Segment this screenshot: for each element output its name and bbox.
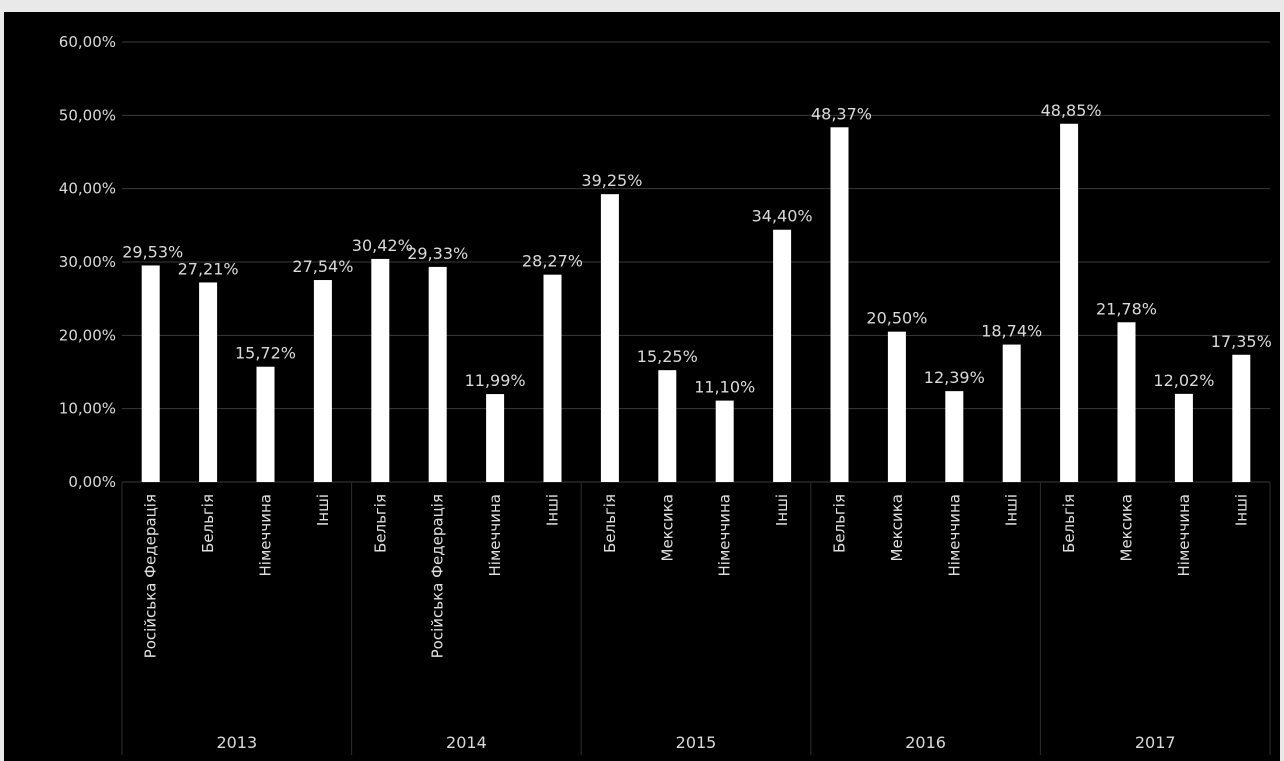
data-label: 20,50%: [866, 309, 927, 328]
data-label: 48,37%: [811, 104, 872, 123]
data-label: 27,54%: [292, 257, 353, 276]
y-tick-label: 10,00%: [59, 400, 116, 418]
data-label: 34,40%: [752, 207, 813, 226]
category-label: Німеччина: [486, 494, 504, 576]
data-label: 17,35%: [1211, 332, 1272, 351]
year-label: 2017: [1135, 733, 1176, 752]
bar: [199, 282, 218, 482]
y-tick-label: 0,00%: [68, 473, 116, 491]
category-label: Мексика: [1118, 494, 1136, 561]
y-tick-label: 30,00%: [59, 253, 116, 271]
year-label: 2014: [446, 733, 487, 752]
bar: [141, 265, 160, 482]
bar: [543, 274, 562, 482]
bar: [830, 127, 849, 482]
data-label: 12,02%: [1153, 371, 1214, 390]
bar: [1117, 322, 1136, 482]
y-tick-label: 20,00%: [59, 326, 116, 344]
data-label: 11,10%: [694, 378, 755, 397]
data-label: 11,99%: [465, 371, 526, 390]
bar: [1174, 393, 1193, 482]
category-label: Російська Федерація: [429, 494, 447, 658]
y-tick-label: 60,00%: [59, 33, 116, 51]
bar: [773, 229, 792, 482]
bar: [1002, 344, 1021, 482]
data-label: 39,25%: [581, 171, 642, 190]
category-label: Інші: [314, 494, 332, 526]
category-label: Інші: [1003, 494, 1021, 526]
category-label: Німеччина: [716, 494, 734, 576]
y-tick-label: 40,00%: [59, 180, 116, 198]
data-label: 15,25%: [637, 347, 698, 366]
category-label: Бельгія: [371, 494, 389, 553]
category-label: Мексика: [888, 494, 906, 561]
data-label: 48,85%: [1041, 101, 1102, 120]
bar: [1060, 123, 1079, 483]
category-label: Бельгія: [199, 494, 217, 553]
category-label: Бельгія: [1060, 494, 1078, 553]
category-label: Бельгія: [601, 494, 619, 553]
chart-area: 0,00% 10,00% 20,00% 30,00% 40,00% 50,00% 60,00…: [4, 12, 1280, 761]
bar: [715, 400, 734, 482]
data-label: 18,74%: [981, 322, 1042, 341]
category-label: Бельгія: [831, 494, 849, 553]
year-label: 2013: [216, 733, 257, 752]
bar: [658, 370, 677, 482]
bar: [1232, 354, 1251, 482]
bar: [945, 391, 964, 482]
bar: [256, 366, 275, 482]
bar: [313, 280, 332, 482]
data-label: 15,72%: [235, 344, 296, 363]
category-label: Німеччина: [257, 494, 275, 576]
bar-chart: 0,00% 10,00% 20,00% 30,00% 40,00% 50,00% 60,00…: [59, 33, 1272, 755]
category-label: Інші: [544, 494, 562, 526]
data-label: 12,39%: [924, 368, 985, 387]
bar: [371, 258, 390, 482]
data-label: 27,21%: [178, 259, 239, 278]
data-label: 29,33%: [407, 244, 468, 263]
bar: [428, 266, 447, 482]
category-label: Мексика: [658, 494, 676, 561]
data-label: 21,78%: [1096, 299, 1157, 318]
data-label: 28,27%: [522, 252, 583, 271]
y-tick-label: 50,00%: [59, 106, 116, 124]
category-label: Російська Федерація: [142, 494, 160, 658]
year-label: 2016: [905, 733, 946, 752]
bar: [887, 331, 906, 482]
data-label: 30,42%: [352, 236, 413, 255]
bar: [600, 194, 619, 482]
category-label: Німеччина: [945, 494, 963, 576]
category-label: Німеччина: [1175, 494, 1193, 576]
data-label: 29,53%: [122, 242, 183, 261]
year-label: 2015: [676, 733, 717, 752]
bar: [486, 394, 505, 482]
category-label: Інші: [773, 494, 791, 526]
category-label: Інші: [1232, 494, 1250, 526]
